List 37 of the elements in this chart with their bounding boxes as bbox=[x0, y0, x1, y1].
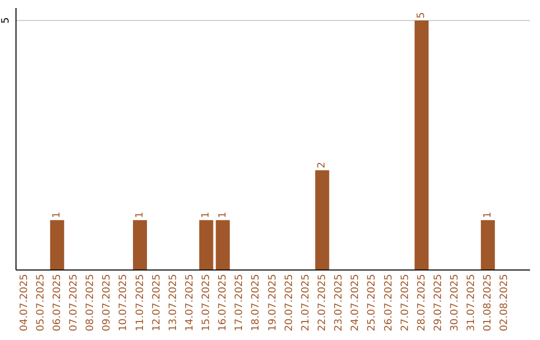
x-tick-label: 26.07.2025 bbox=[383, 274, 394, 332]
data-label: 2 bbox=[316, 162, 328, 168]
x-tick-label: 22.07.2025 bbox=[316, 274, 328, 332]
x-tick-label: 11.07.2025 bbox=[134, 274, 146, 332]
x-tick-label: 09.07.2025 bbox=[102, 274, 113, 332]
x-tick-label: 01.08.2025 bbox=[482, 274, 494, 332]
data-label: 1 bbox=[200, 212, 212, 218]
x-tick-label: 19.07.2025 bbox=[267, 274, 278, 332]
x-tick-label: 20.07.2025 bbox=[284, 274, 295, 332]
x-tick-label: 02.08.2025 bbox=[499, 274, 510, 332]
data-label: 5 bbox=[416, 12, 428, 18]
x-tick-label: 18.07.2025 bbox=[250, 274, 262, 332]
x-tick-label: 05.07.2025 bbox=[35, 274, 46, 332]
data-label: 1 bbox=[52, 212, 63, 218]
x-tick-label: 06.07.2025 bbox=[52, 274, 63, 332]
x-tick-label: 13.07.2025 bbox=[168, 274, 179, 332]
x-tick-label: 25.07.2025 bbox=[366, 274, 378, 332]
x-tick-label: 28.07.2025 bbox=[416, 274, 428, 332]
x-tick-label: 07.07.2025 bbox=[68, 274, 80, 332]
x-tick-label: 30.07.2025 bbox=[450, 274, 461, 332]
x-tick-label: 12.07.2025 bbox=[151, 274, 162, 332]
x-tick-label: 29.07.2025 bbox=[432, 274, 444, 332]
data-label: 1 bbox=[134, 212, 146, 218]
x-tick-label: 24.07.2025 bbox=[350, 274, 362, 332]
x-tick-label: 17.07.2025 bbox=[234, 274, 246, 332]
x-tick-label: 21.07.2025 bbox=[300, 274, 312, 332]
x-tick-label: 27.07.2025 bbox=[400, 274, 411, 332]
data-label: 1 bbox=[482, 212, 494, 218]
x-tick-label: 08.07.2025 bbox=[85, 274, 96, 332]
data-label: 1 bbox=[217, 212, 228, 218]
x-tick-label: 10.07.2025 bbox=[118, 274, 130, 332]
x-tick-label: 04.07.2025 bbox=[18, 274, 30, 332]
x-tick-label: 31.07.2025 bbox=[466, 274, 478, 332]
x-tick-label: 14.07.2025 bbox=[184, 274, 196, 332]
x-tick-label: 16.07.2025 bbox=[218, 274, 229, 332]
x-tick-label: 15.07.2025 bbox=[201, 274, 212, 332]
x-tick-label: 23.07.2025 bbox=[334, 274, 345, 332]
